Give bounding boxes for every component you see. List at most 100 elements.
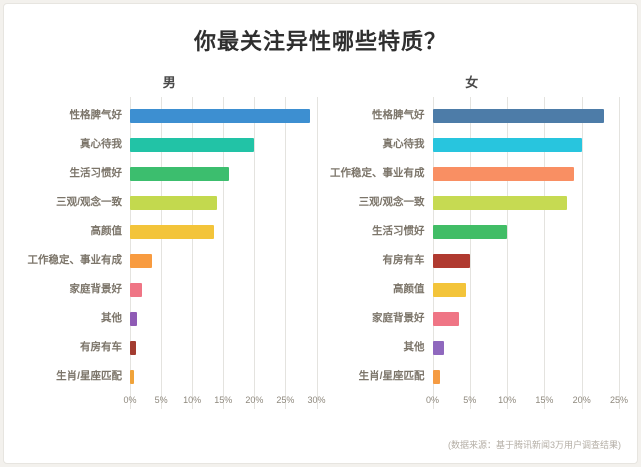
- category-label: 真心待我: [382, 137, 425, 150]
- bar: [130, 224, 214, 239]
- bar: [432, 311, 459, 326]
- category-label: 生活习惯好: [69, 166, 123, 179]
- chart-panel-female: 女 性格脾气好 真心待我 工作稳定、事业有成 三观/观念一致 生活习惯好 有房有车 高颜值家…: [321, 72, 628, 409]
- chart-row: 高颜值: [18, 217, 317, 246]
- chart-row: 真心待我: [18, 130, 317, 159]
- category-label: 工作稳定、事业有成: [27, 253, 123, 266]
- chart-panel-male: 男 性格脾气好真心待我生活习惯好三观/观念一致高颜值工作稳定、事业有成家庭背景好…: [18, 72, 326, 409]
- gridline: [161, 97, 163, 409]
- x-tick-label: 5%: [154, 395, 168, 405]
- bar: [130, 137, 255, 152]
- bar-track: [130, 108, 317, 123]
- chart-row: 其他: [18, 304, 317, 333]
- x-tick-label: 15%: [535, 395, 554, 405]
- x-tick-label: 30%: [307, 395, 326, 405]
- bar-track: [130, 166, 317, 181]
- x-tick-label: 15%: [214, 395, 233, 405]
- category-label: 生肖/星座匹配: [56, 369, 122, 382]
- bar: [130, 311, 138, 326]
- gridline: [469, 97, 471, 409]
- grid-overlay: [432, 97, 620, 409]
- category-label: 高颜值: [90, 224, 123, 237]
- gridline: [544, 97, 546, 409]
- category-label: 真心待我: [80, 137, 122, 150]
- bar-track: [432, 311, 620, 326]
- bar-track: [432, 137, 620, 152]
- bar-chart-male: 性格脾气好真心待我生活习惯好三观/观念一致高颜值工作稳定、事业有成家庭背景好其他…: [18, 97, 326, 409]
- bar-track: [432, 166, 620, 181]
- bar-track: [432, 340, 620, 355]
- x-tick-label: 5%: [463, 395, 477, 405]
- chart-row: 家庭背景好: [321, 304, 620, 333]
- x-tick-label: 25%: [609, 395, 629, 405]
- bar-track: [432, 253, 620, 268]
- bar: [130, 108, 311, 123]
- bar-track: [130, 282, 317, 297]
- category-label: 生活习惯好: [372, 224, 425, 237]
- gridline: [432, 97, 434, 409]
- gridline: [507, 97, 509, 409]
- bar-track: [130, 224, 317, 239]
- bar-track: [432, 369, 620, 384]
- bar-track: [432, 195, 620, 210]
- gridline: [223, 97, 225, 409]
- chart-rows: 性格脾气好真心待我生活习惯好三观/观念一致高颜值工作稳定、事业有成家庭背景好其他…: [18, 101, 321, 391]
- category-label: 其他: [101, 311, 122, 324]
- bar-chart-female: 性格脾气好 真心待我 工作稳定、事业有成 三观/观念一致 生活习惯好 有房有车 高颜值 家庭背…: [321, 97, 628, 409]
- chart-row: 高颜值: [321, 275, 620, 304]
- category-label: 三观/观念一致: [56, 195, 122, 208]
- x-tick-label: 10%: [183, 395, 202, 405]
- bar: [432, 166, 575, 181]
- chart-subtitle-male: 男: [162, 75, 176, 90]
- chart-row: 工作稳定、事业有成: [321, 159, 620, 188]
- category-label: 高颜值: [393, 282, 425, 295]
- bar: [432, 282, 467, 297]
- category-label: 三观/观念一致: [358, 195, 425, 208]
- bar-track: [130, 311, 317, 326]
- chart-row: 其他: [321, 333, 620, 362]
- x-tick-label: 20%: [245, 395, 264, 405]
- bar: [432, 340, 444, 355]
- chart-row: 生肖/星座匹配: [18, 362, 317, 391]
- bar: [130, 282, 143, 297]
- chart-row: 生活习惯好: [18, 159, 317, 188]
- gridline: [192, 97, 194, 409]
- chart-row: 生活习惯好: [321, 217, 620, 246]
- bar-track: [130, 340, 317, 355]
- chart-row: 家庭背景好: [18, 275, 317, 304]
- gridline: [254, 97, 256, 409]
- chart-row: 三观/观念一致: [321, 188, 620, 217]
- bar: [130, 369, 134, 384]
- category-label: 工作稳定、事业有成: [330, 166, 425, 179]
- bar: [130, 166, 230, 181]
- bar-track: [432, 108, 620, 123]
- chart-rows: 性格脾气好 真心待我 工作稳定、事业有成 三观/观念一致 生活习惯好 有房有车 高颜值 家庭背…: [321, 101, 624, 391]
- category-label: 有房有车: [80, 340, 122, 353]
- category-label: 性格脾气好: [372, 108, 425, 121]
- chart-row: 有房有车: [18, 333, 317, 362]
- category-label: 性格脾气好: [69, 108, 123, 121]
- bar-track: [432, 282, 620, 297]
- chart-row: 三观/观念一致: [18, 188, 317, 217]
- chart-panels: 男 性格脾气好 真心待我 生活习惯好 三观/观念一致 高颜值 工作稳定、事业有成 家庭背景好…: [4, 72, 637, 409]
- bar-track: [130, 253, 317, 268]
- bar: [432, 224, 508, 239]
- x-axis: 0% 5% 10% 15% 20% 25%: [426, 393, 628, 409]
- chart-row: 工作稳定、事业有成: [18, 246, 317, 275]
- gridline: [130, 97, 131, 409]
- bar: [432, 195, 567, 210]
- bar: [130, 253, 152, 268]
- bar: [130, 195, 218, 210]
- data-source-note: (数据来源：基于腾讯新闻3万用户调查结果): [447, 440, 621, 450]
- bar-track: [130, 195, 317, 210]
- x-tick-label: 0%: [425, 395, 440, 405]
- x-tick-label: 0%: [123, 395, 137, 405]
- bar-track: [130, 137, 317, 152]
- category-label: 家庭背景好: [69, 282, 123, 295]
- x-tick-label: 20%: [572, 395, 591, 405]
- category-label: 家庭背景好: [372, 311, 425, 324]
- gridline: [581, 97, 583, 409]
- x-tick-label: 25%: [276, 395, 295, 405]
- bar: [432, 137, 582, 152]
- chart-row: 性格脾气好: [321, 101, 620, 130]
